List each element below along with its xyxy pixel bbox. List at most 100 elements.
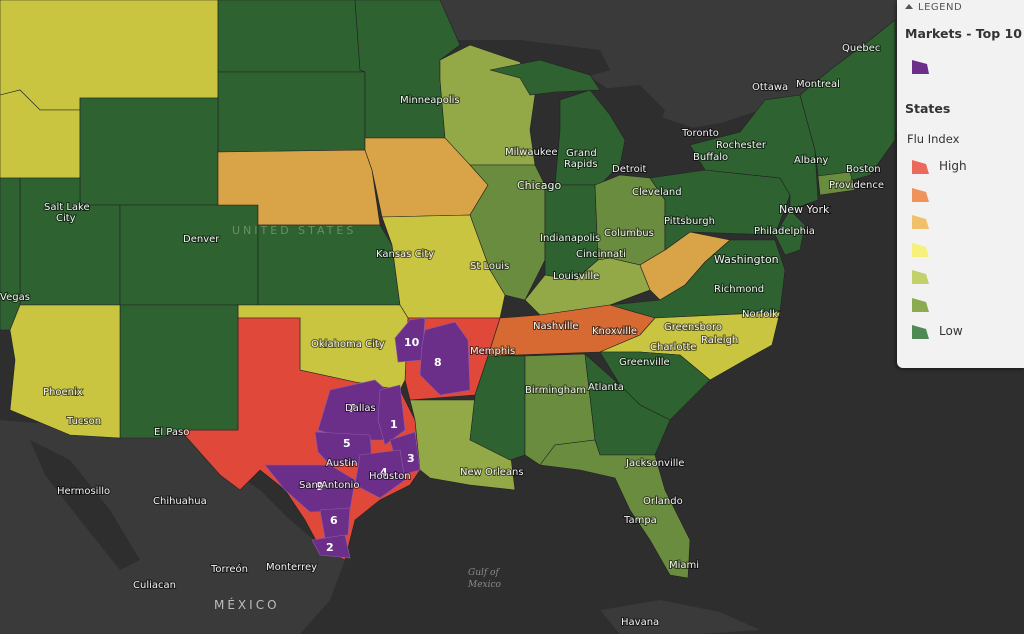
city-label: Buffalo [693,152,728,163]
market-number: 9 [316,480,324,493]
city-label: Columbus [604,228,654,239]
city-label: Richmond [714,284,764,295]
city-label: Milwaukee [505,147,558,158]
city-label: Grand [566,148,597,159]
flu-index-swatch [912,325,929,339]
flu-index-label: Low [939,324,963,338]
city-label: Miami [669,560,699,571]
market-region-1[interactable] [377,384,406,446]
city-labels: Quebec Ottawa Montreal Minneapolis Toron… [0,42,885,629]
city-label: Greensboro [664,322,722,333]
state-michigan-upper [489,59,601,96]
state-south-dakota [217,71,366,153]
city-label: Birmingham [525,385,586,396]
market-region-5[interactable] [314,431,373,466]
city-label: Ottawa [752,82,788,93]
market-number: 4 [380,466,388,479]
gulf-california [30,440,140,570]
city-label: Jacksonville [625,458,684,469]
city-label: Raleigh [701,335,738,346]
city-label: City [56,213,76,224]
legend-toggle[interactable]: LEGEND [905,2,962,13]
market-region-6[interactable] [319,507,351,539]
city-label: Greenville [619,357,670,368]
city-label: Orlando [643,496,683,507]
state-rhode-island [817,171,856,196]
state-new-england [799,19,896,191]
flu-index-title: Flu Index [907,132,960,146]
city-label: New Orleans [460,467,524,478]
market-region-2[interactable] [311,534,351,559]
city-label: New York [779,203,830,216]
market-number: 7 [348,402,356,415]
baja [0,440,80,570]
city-label: Dallas [345,403,376,414]
market-region-4[interactable] [354,449,406,499]
state-north-dakota [217,0,366,73]
state-michigan-lower [554,89,626,186]
legend-header-label: LEGEND [918,2,963,13]
market-number: 8 [434,356,442,369]
city-label: Culiacan [133,580,176,591]
city-label: Atlanta [588,382,624,393]
country-label-usa: UNITED STATES [232,224,356,237]
city-label: Detroit [612,164,647,175]
flu-index-swatch [912,160,929,174]
city-label: Charlotte [650,342,696,353]
lake-michigan [530,90,560,175]
states-title: States [905,101,951,116]
flu-index-swatch [912,270,929,284]
country-label-mexico: MÉXICO [214,597,280,612]
water-label-gulf-1: Gulf of [468,568,500,578]
chevron-up-icon [905,4,913,9]
market-number: 2 [326,541,334,554]
markets-swatch [912,60,929,74]
city-label: San Antonio [299,480,359,491]
city-label: St Louis [470,261,509,272]
city-label: Montreal [796,79,840,90]
city-label: Albany [794,155,828,166]
city-label: Austin [326,458,357,469]
state-kansas [257,224,401,306]
city-label: Rochester [716,140,767,151]
markets-title: Markets - Top 10 [905,26,1022,41]
legend-panel: LEGEND Markets - Top 10 States Flu Index… [897,0,1024,368]
market-number: 10 [404,336,420,349]
city-label: Monterrey [266,562,317,573]
city-label: Vegas [0,292,30,303]
city-label: Chicago [517,179,561,192]
flu-index-swatch [912,297,929,312]
state-new-mexico [119,304,239,439]
market-number: 5 [343,437,351,450]
market-number: 1 [390,418,398,431]
city-label: Tucson [66,416,101,427]
state-montana [0,0,219,111]
city-label: Nashville [533,321,579,332]
city-label: Memphis [470,346,515,357]
city-label: Havana [621,617,659,628]
city-label: Minneapolis [400,95,460,106]
city-label: Cleveland [632,187,682,198]
city-label: Louisville [553,271,599,282]
city-label: Rapids [564,159,598,170]
state-new-york [689,94,819,211]
market-region-8[interactable] [419,321,471,396]
city-label: Providence [829,180,884,191]
city-label: Phoenix [43,387,83,398]
city-label: Washington [714,253,779,266]
flu-index-swatch [912,242,929,257]
city-label: Torreón [210,563,248,575]
market-number: 3 [407,452,415,465]
city-label: Philadelphia [754,226,815,237]
state-colorado [119,204,259,306]
market-number: 6 [330,514,338,527]
city-label: Houston [369,471,411,482]
mexico-land [0,420,345,634]
city-label: Indianapolis [540,233,600,244]
city-label: Salt Lake [44,202,90,213]
city-label: Norfolk [742,309,778,320]
lake-huron [590,85,665,140]
state-florida [539,439,691,579]
